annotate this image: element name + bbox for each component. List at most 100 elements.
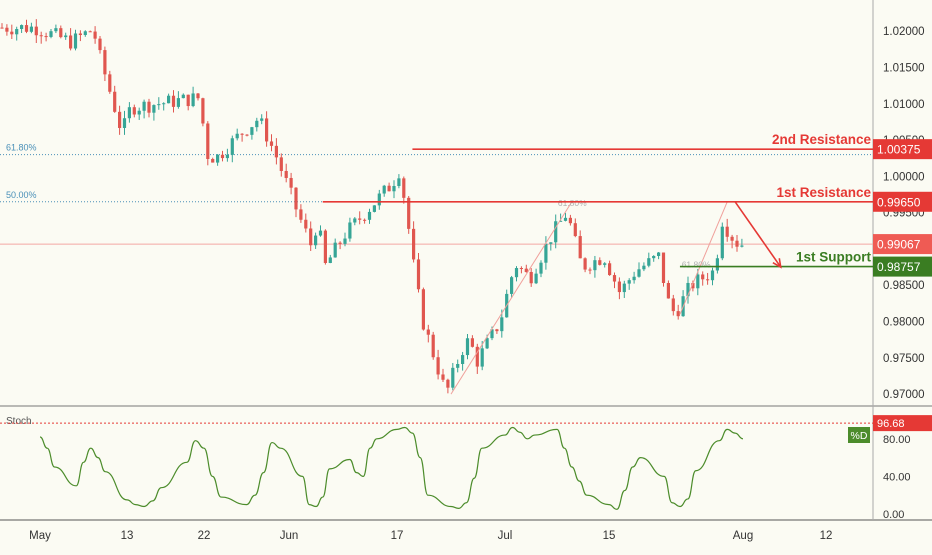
- candle-body: [667, 283, 670, 298]
- candle-body: [211, 159, 214, 163]
- candle-body: [280, 157, 283, 171]
- candle-body: [5, 28, 8, 32]
- candle-body: [628, 280, 631, 283]
- candle-body: [735, 241, 738, 247]
- time-tick-label: Aug: [733, 530, 753, 542]
- candle-body: [446, 380, 449, 388]
- candle-body: [422, 289, 425, 329]
- candle-body: [348, 222, 351, 238]
- candle-body: [613, 275, 616, 281]
- candle-body: [98, 39, 101, 50]
- candle-body: [456, 364, 459, 368]
- candle-body: [721, 227, 724, 259]
- candle-body: [113, 92, 116, 112]
- candle-body: [133, 107, 136, 114]
- candle-body: [647, 258, 650, 266]
- candle-body: [54, 28, 57, 31]
- candle-body: [265, 118, 268, 141]
- candle-body: [603, 263, 606, 265]
- candle-body: [339, 243, 342, 244]
- candle-body: [588, 270, 591, 271]
- price-tick-label: 1.01500: [883, 63, 925, 75]
- candle-body: [89, 31, 92, 32]
- price-tick-label: 0.97000: [883, 389, 925, 401]
- candle-body: [706, 279, 709, 280]
- candle-body: [118, 112, 121, 128]
- candle-body: [642, 266, 645, 270]
- candle-body: [539, 263, 542, 274]
- candle-body: [245, 135, 248, 136]
- candle-body: [177, 98, 180, 107]
- candle-body: [441, 374, 444, 379]
- candle-body: [30, 27, 33, 32]
- candle-body: [143, 102, 146, 111]
- stoch-legend-label: %D: [851, 430, 868, 442]
- candle-body: [15, 29, 18, 34]
- candle-body: [711, 270, 714, 280]
- candle-body: [172, 96, 175, 107]
- candle-body: [740, 246, 743, 247]
- time-tick-label: 17: [391, 530, 404, 542]
- candle-body: [64, 35, 67, 37]
- current-price-label: 0.99067: [877, 238, 921, 252]
- candle-body: [40, 35, 43, 36]
- candle-body: [0, 28, 3, 29]
- time-tick-label: May: [29, 530, 51, 542]
- candle-body: [731, 237, 734, 241]
- candle-body: [363, 220, 366, 221]
- candle-body: [549, 242, 552, 244]
- candle-body: [334, 243, 337, 258]
- candle-body: [74, 33, 77, 48]
- candle-body: [84, 31, 87, 35]
- candle-body: [495, 329, 498, 331]
- candle-body: [373, 205, 376, 212]
- candle-body: [304, 220, 307, 229]
- candle-body: [236, 134, 239, 139]
- candle-body: [128, 107, 131, 118]
- candle-body: [623, 284, 626, 292]
- level-price-label: 0.99650: [877, 195, 921, 209]
- candle-body: [309, 228, 312, 245]
- candle-body: [466, 338, 469, 355]
- level-name-label: 1st Support: [796, 250, 872, 265]
- time-tick-label: 12: [820, 530, 833, 542]
- candle-body: [108, 74, 111, 91]
- candle-body: [397, 178, 400, 186]
- candle-body: [402, 178, 405, 197]
- price-tick-label: 0.98000: [883, 317, 925, 329]
- candle-body: [187, 95, 190, 106]
- candle-body: [358, 218, 361, 219]
- candle-body: [49, 31, 52, 37]
- candle-body: [608, 263, 611, 275]
- candle-body: [226, 155, 229, 158]
- candle-body: [201, 98, 204, 123]
- candle-body: [383, 186, 386, 194]
- candle-body: [290, 178, 293, 188]
- candle-body: [579, 236, 582, 258]
- time-tick-label: 22: [198, 530, 211, 542]
- candle-body: [123, 118, 126, 128]
- oscillator-tick-label: 80.00: [883, 434, 911, 446]
- candle-body: [25, 25, 28, 32]
- price-tick-label: 1.02000: [883, 26, 925, 38]
- candle-body: [45, 36, 48, 37]
- candle-body: [206, 123, 209, 159]
- candle-body: [598, 260, 601, 265]
- candle-body: [544, 244, 547, 263]
- time-tick-label: Jun: [280, 530, 299, 542]
- oscillator-title: Stoch: [6, 416, 32, 427]
- candle-body: [79, 33, 82, 35]
- candle-body: [486, 338, 489, 348]
- price-tick-label: 1.01000: [883, 99, 925, 111]
- candle-body: [593, 260, 596, 270]
- price-tick-label: 1.00000: [883, 171, 925, 183]
- candle-body: [633, 277, 636, 280]
- candle-body: [196, 93, 199, 98]
- candle-body: [35, 27, 38, 36]
- time-tick-label: 15: [603, 530, 616, 542]
- candle-body: [103, 50, 106, 74]
- time-tick-label: Jul: [498, 530, 513, 542]
- candle-body: [618, 282, 621, 293]
- swing-fib-label: 61.80%: [558, 198, 587, 208]
